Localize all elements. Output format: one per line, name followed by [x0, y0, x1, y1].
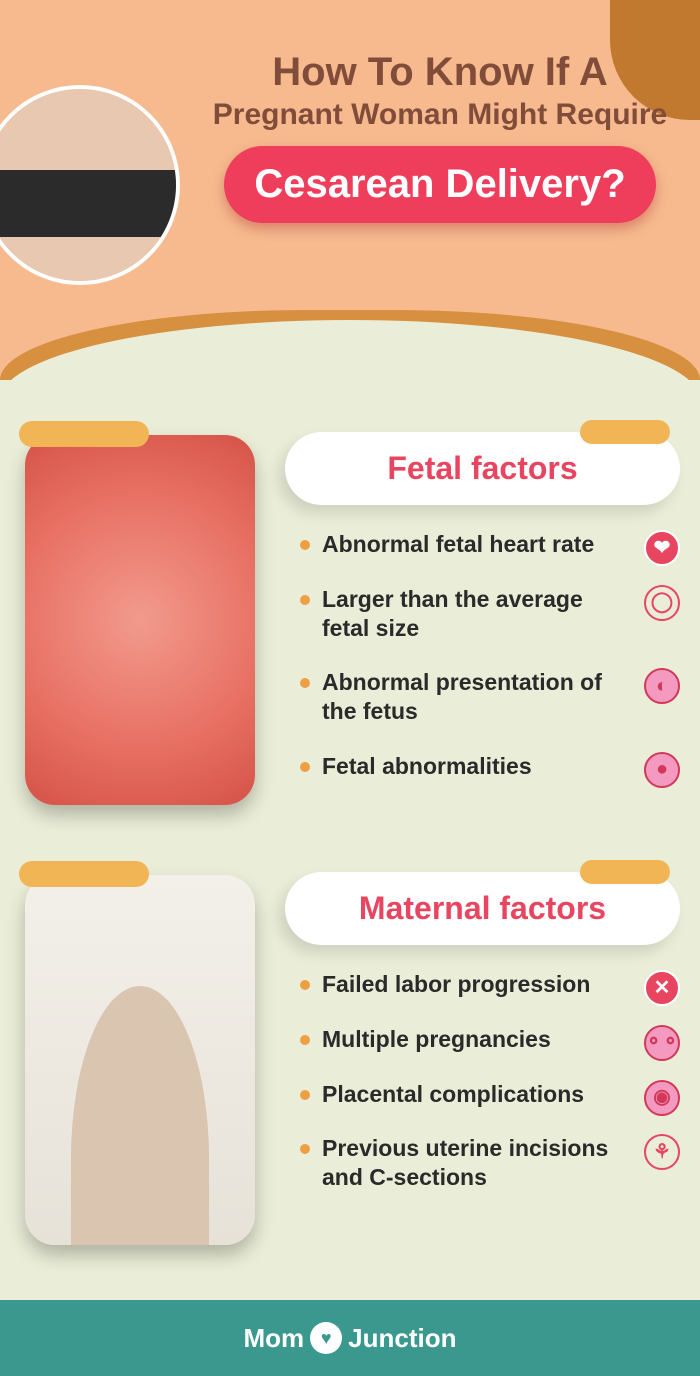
brand-logo: Mom ♥ Junction: [243, 1322, 456, 1354]
header: How To Know If A Pregnant Woman Might Re…: [0, 0, 700, 380]
item-text: Previous uterine incisions and C-section…: [322, 1135, 608, 1190]
abnormality-icon: ●: [644, 752, 680, 788]
failed-labor-icon: ✕: [644, 970, 680, 1006]
item-text: Abnormal fetal heart rate: [322, 531, 594, 557]
fetal-size-icon: ◯: [644, 585, 680, 621]
fetal-list: Abnormal fetal heart rate ❤ Larger than …: [300, 530, 680, 807]
list-item: Previous uterine incisions and C-section…: [300, 1134, 680, 1192]
title-pill: Cesarean Delivery?: [224, 146, 655, 223]
list-item: Failed labor progression ✕: [300, 970, 680, 999]
item-text: Larger than the average fetal size: [322, 586, 583, 641]
section-maternal: Maternal factors Failed labor progressio…: [0, 860, 700, 1280]
footer: Mom ♥ Junction: [0, 1300, 700, 1376]
heart-rate-icon: ❤: [644, 530, 680, 566]
list-item: Placental complications ◉: [300, 1080, 680, 1109]
presentation-icon: ◐: [644, 668, 680, 704]
hero-image-placeholder: [0, 89, 176, 281]
list-item: Fetal abnormalities ●: [300, 752, 680, 781]
multiple-pregnancy-icon: ⚬⚬: [644, 1025, 680, 1061]
maternal-image: [25, 875, 255, 1245]
item-text: Multiple pregnancies: [322, 1026, 551, 1052]
section-fetal: Fetal factors Abnormal fetal heart rate …: [0, 420, 700, 840]
maternal-heading: Maternal factors: [285, 872, 680, 945]
fetal-image: [25, 435, 255, 805]
title-line1: How To Know If A: [200, 50, 680, 94]
item-text: Placental complications: [322, 1081, 584, 1107]
hero-image: [0, 85, 180, 285]
fetal-heading: Fetal factors: [285, 432, 680, 505]
item-text: Fetal abnormalities: [322, 753, 532, 779]
item-text: Failed labor progression: [322, 971, 590, 997]
list-item: Abnormal fetal heart rate ❤: [300, 530, 680, 559]
placental-icon: ◉: [644, 1080, 680, 1116]
title-line2: Pregnant Woman Might Require: [200, 98, 680, 132]
uterine-icon: ⚘: [644, 1134, 680, 1170]
title-block: How To Know If A Pregnant Woman Might Re…: [200, 50, 680, 223]
item-text: Abnormal presentation of the fetus: [322, 669, 602, 724]
brand-badge-icon: ♥: [310, 1322, 342, 1354]
brand-right: Junction: [348, 1323, 456, 1354]
list-item: Larger than the average fetal size ◯: [300, 585, 680, 643]
list-item: Abnormal presentation of the fetus ◐: [300, 668, 680, 726]
brand-left: Mom: [243, 1323, 304, 1354]
maternal-list: Failed labor progression ✕ Multiple preg…: [300, 970, 680, 1218]
list-item: Multiple pregnancies ⚬⚬: [300, 1025, 680, 1054]
